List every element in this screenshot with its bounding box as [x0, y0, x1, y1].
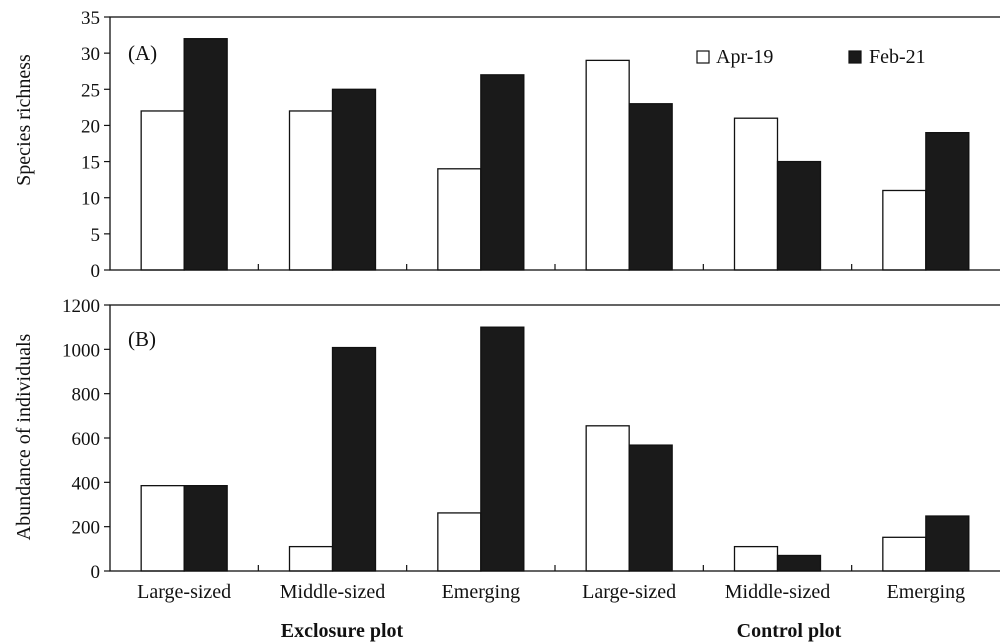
bar-a-apr-19-6 [882, 189, 927, 271]
panel-a-y-tick-label: 25 [81, 80, 100, 101]
legend-label-apr-19: Apr-19 [716, 46, 773, 68]
bar-a-apr-19-3 [437, 168, 482, 271]
category-label-large-sized-1: Large-sized [137, 581, 231, 603]
panel-b-label: (B) [128, 327, 156, 351]
panel-a-y-tick-label: 20 [81, 116, 100, 137]
bar-a-feb-21-1 [183, 38, 228, 271]
panel-b-y-tick-label: 1200 [62, 296, 100, 317]
panel-a-y-tick-label: 35 [81, 8, 100, 29]
panel-b-y-tick-label: 200 [72, 518, 101, 539]
panel-a-plot-frame [109, 16, 1000, 271]
panel-a-species-richness: Species richness (A) Apr-19 Feb-21 0 5 10 1… [13, 8, 1000, 282]
legend: Apr-19 Feb-21 [696, 46, 926, 68]
bar-b-apr-19-4 [585, 425, 630, 572]
category-label-middle-sized-2: Middle-sized [280, 581, 386, 603]
bar-b-apr-19-2 [288, 545, 334, 572]
panel-b-y-tick-label: 1000 [62, 340, 100, 361]
panel-b-y-tick-label: 400 [72, 473, 101, 494]
panel-b-y-tick-label: 0 [91, 562, 101, 583]
panel-a-y-tick-label: 5 [91, 225, 101, 246]
legend-swatch-feb-21 [848, 50, 862, 64]
bar-a-feb-21-5 [776, 160, 822, 271]
bar-b-feb-21-5 [776, 554, 822, 572]
legend-label-feb-21: Feb-21 [869, 46, 926, 68]
panel-a-label: (A) [128, 41, 157, 65]
panel-b-y-tick-label: 600 [72, 429, 101, 450]
panel-b-abundance: Abundance of individuals (B) 0 200 400 600 8… [13, 296, 1000, 603]
bar-a-feb-21-6 [925, 132, 970, 271]
panel-a-y-tick-label: 15 [81, 153, 100, 174]
category-label-emerging-6: Emerging [887, 581, 966, 603]
bar-b-feb-21-4 [628, 444, 673, 572]
bar-b-apr-19-5 [733, 545, 779, 572]
bar-b-feb-21-3 [480, 326, 525, 572]
bar-a-feb-21-3 [480, 74, 525, 271]
bar-a-apr-19-5 [733, 117, 779, 271]
bar-b-apr-19-6 [882, 536, 927, 572]
panel-b-plot-frame [109, 304, 1000, 572]
panel-a-y-tick-label: 10 [81, 189, 100, 210]
category-label-emerging-3: Emerging [442, 581, 521, 603]
bar-a-apr-19-2 [288, 110, 334, 271]
panel-a-y-tick-label: 30 [81, 44, 100, 65]
group-label-control-plot: Control plot [737, 620, 842, 642]
legend-swatch-apr-19 [696, 50, 710, 64]
panel-a-y-axis-title: Species richness [13, 54, 35, 186]
bar-a-feb-21-4 [628, 103, 673, 271]
bar-b-feb-21-2 [331, 346, 377, 572]
bar-b-apr-19-3 [437, 512, 482, 572]
bar-a-apr-19-4 [585, 59, 630, 271]
bar-b-feb-21-1 [183, 485, 228, 572]
bar-b-feb-21-6 [925, 515, 970, 572]
bar-a-feb-21-2 [331, 88, 377, 271]
category-label-middle-sized-5: Middle-sized [725, 581, 831, 603]
panel-b-y-axis-title: Abundance of individuals [13, 333, 35, 540]
category-label-large-sized-4: Large-sized [582, 581, 676, 603]
bar-a-apr-19-1 [140, 110, 185, 271]
group-label-exclosure-plot: Exclosure plot [281, 620, 404, 642]
bar-b-apr-19-1 [140, 485, 185, 572]
panel-a-y-tick-label: 0 [91, 261, 101, 282]
panel-b-y-tick-label: 800 [72, 385, 101, 406]
